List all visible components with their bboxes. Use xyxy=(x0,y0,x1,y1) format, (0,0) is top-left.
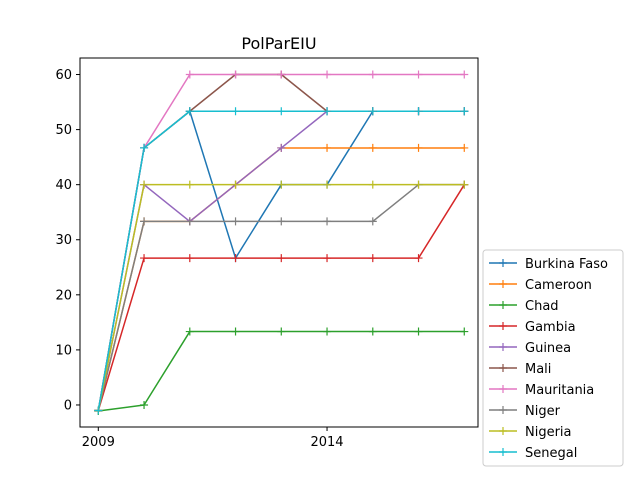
series-line xyxy=(97,73,465,411)
legend-box xyxy=(482,249,624,467)
series-marker xyxy=(140,180,149,189)
series-marker xyxy=(277,143,286,152)
series-marker xyxy=(414,327,423,336)
series-marker xyxy=(277,180,286,189)
series-marker xyxy=(368,327,377,336)
legend-label: Guinea xyxy=(525,341,571,356)
x-tick-label: 2009 xyxy=(82,435,115,450)
series-marker xyxy=(323,180,332,189)
y-axis: 0 10 20 30 40 50 60 xyxy=(55,68,80,413)
legend: Burkina Faso Cameroon Chad Gambia Guinea Mali… xyxy=(482,249,624,467)
series-marker xyxy=(94,406,103,415)
series-marker xyxy=(140,254,149,263)
series-marker xyxy=(460,70,469,79)
legend-marker xyxy=(499,406,507,414)
legend-marker xyxy=(499,280,507,288)
series-marker xyxy=(368,180,377,189)
legend-marker xyxy=(499,322,507,330)
series-marker xyxy=(460,327,469,336)
legend-label: Mali xyxy=(525,362,551,377)
series-marker xyxy=(231,217,240,226)
series-marker xyxy=(277,254,286,263)
legend-label: Mauritania xyxy=(525,383,594,398)
plot-lines xyxy=(97,73,465,412)
series-marker xyxy=(323,217,332,226)
series-marker xyxy=(323,327,332,336)
series-marker xyxy=(414,254,423,263)
series-marker xyxy=(277,217,286,226)
series-marker xyxy=(414,143,423,152)
series-marker xyxy=(323,70,332,79)
series-marker xyxy=(368,70,377,79)
x-tick-label: 2014 xyxy=(310,435,343,450)
series-marker xyxy=(368,217,377,226)
series-marker xyxy=(323,143,332,152)
legend-marker xyxy=(499,343,507,351)
series-marker xyxy=(231,254,240,263)
legend-label: Cameroon xyxy=(525,278,592,293)
series-marker xyxy=(140,143,149,152)
series-marker xyxy=(414,180,423,189)
chart-title: PolParEIU xyxy=(241,34,316,53)
series-marker xyxy=(368,254,377,263)
series-marker xyxy=(414,107,423,116)
series-marker xyxy=(140,217,149,226)
legend-label: Chad xyxy=(525,299,559,314)
y-tick-label: 50 xyxy=(55,123,72,138)
series-marker xyxy=(185,327,194,336)
legend-marker xyxy=(499,259,507,267)
y-tick-label: 0 xyxy=(64,398,72,413)
y-tick-label: 40 xyxy=(55,178,72,193)
series-marker xyxy=(231,107,240,116)
legend-label: Gambia xyxy=(525,320,576,335)
series-marker xyxy=(277,70,286,79)
series-marker xyxy=(185,70,194,79)
y-tick-label: 30 xyxy=(55,233,72,248)
series-line xyxy=(97,73,465,411)
plot-markers xyxy=(94,70,469,416)
legend-label: Burkina Faso xyxy=(525,257,608,272)
legend-label: Niger xyxy=(525,404,561,419)
series-marker xyxy=(460,107,469,116)
series-marker xyxy=(231,70,240,79)
series-marker xyxy=(140,400,149,409)
y-tick-label: 20 xyxy=(55,288,72,303)
series-marker xyxy=(414,70,423,79)
plot-frame xyxy=(79,57,479,428)
series-marker xyxy=(277,107,286,116)
series-line xyxy=(98,330,465,412)
legend-marker xyxy=(499,448,507,456)
series-marker xyxy=(185,107,194,116)
legend-marker xyxy=(499,301,507,309)
x-axis: 2009 2014 xyxy=(82,427,344,450)
legend-label: Senegal xyxy=(525,446,577,461)
series-marker xyxy=(185,254,194,263)
series-marker xyxy=(368,143,377,152)
series-marker xyxy=(460,143,469,152)
series-marker xyxy=(277,327,286,336)
series-marker xyxy=(185,217,194,226)
legend-label: Nigeria xyxy=(525,425,572,440)
y-tick-label: 10 xyxy=(55,343,72,358)
series-marker xyxy=(323,254,332,263)
legend-marker xyxy=(499,385,507,393)
series-marker xyxy=(368,107,377,116)
y-tick-label: 60 xyxy=(55,68,72,83)
series-marker xyxy=(231,180,240,189)
series-marker xyxy=(323,107,332,116)
series-marker xyxy=(231,327,240,336)
series-marker xyxy=(460,180,469,189)
legend-marker xyxy=(499,364,507,372)
series-marker xyxy=(185,180,194,189)
legend-marker xyxy=(499,427,507,435)
